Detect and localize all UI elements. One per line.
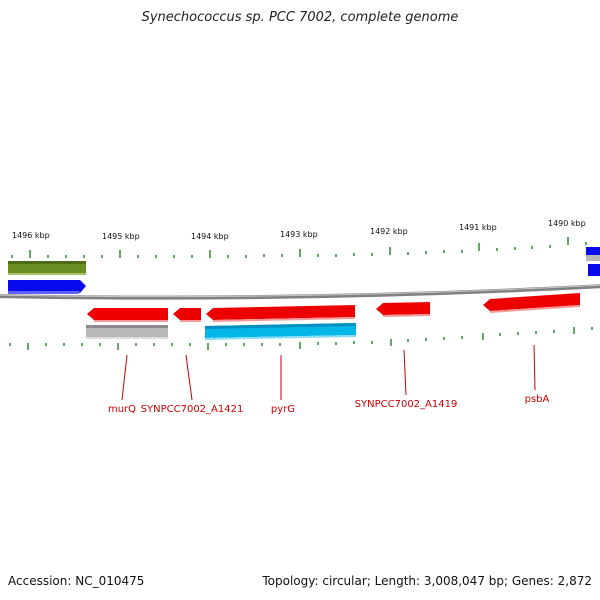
inner-ticks (9, 327, 593, 350)
gene-feature-pyrg[interactable] (206, 305, 355, 322)
gene-label-psba[interactable]: psbA (525, 394, 550, 405)
outer-ticks (11, 237, 587, 258)
kbp-marker: 1493 kbp (280, 230, 318, 239)
gene-feature-murq[interactable] (87, 308, 168, 322)
kbp-marker: 1496 kbp (12, 231, 50, 240)
kbp-marker: 1494 kbp (191, 232, 229, 241)
genome-backbone (0, 284, 600, 300)
gene-feature-cyan[interactable] (205, 323, 356, 340)
label-leaders (121, 344, 536, 401)
gene-feature-edge[interactable] (586, 247, 600, 276)
gene-labels: murQ SYNPCC7002_A1421 pyrG SYNPCC7002_A1… (108, 394, 550, 415)
gene-label-a1419[interactable]: SYNPCC7002_A1419 (355, 399, 458, 410)
map-title: Synechococcus sp. PCC 7002, complete gen… (141, 10, 459, 25)
kbp-marker: 1492 kbp (370, 227, 408, 236)
accession-text: Accession: NC_010475 (8, 574, 145, 588)
kbp-marker: 1491 kbp (459, 223, 497, 232)
kbp-marker: 1495 kbp (102, 232, 140, 241)
gene-feature-olive[interactable] (8, 261, 86, 275)
gene-feature-a1421[interactable] (173, 308, 201, 322)
genome-summary: Topology: circular; Length: 3,008,047 bp… (262, 574, 592, 588)
gene-feature-a1419[interactable] (376, 302, 430, 317)
kbp-marker: 1490 kbp (548, 219, 586, 228)
gene-feature-gray[interactable] (86, 325, 168, 339)
gene-label-murq[interactable]: murQ (108, 404, 136, 415)
outer-features[interactable] (8, 247, 600, 294)
kbp-markers: 1496 kbp 1495 kbp 1494 kbp 1493 kbp 1492… (12, 219, 586, 241)
gene-feature-blue[interactable] (8, 280, 86, 294)
gene-label-pyrg[interactable]: pyrG (271, 404, 295, 415)
gene-label-a1421[interactable]: SYNPCC7002_A1421 (141, 404, 244, 415)
gene-feature-psba[interactable] (483, 293, 580, 313)
genome-backbone-highlight (0, 284, 600, 298)
inner-features[interactable] (86, 293, 580, 340)
